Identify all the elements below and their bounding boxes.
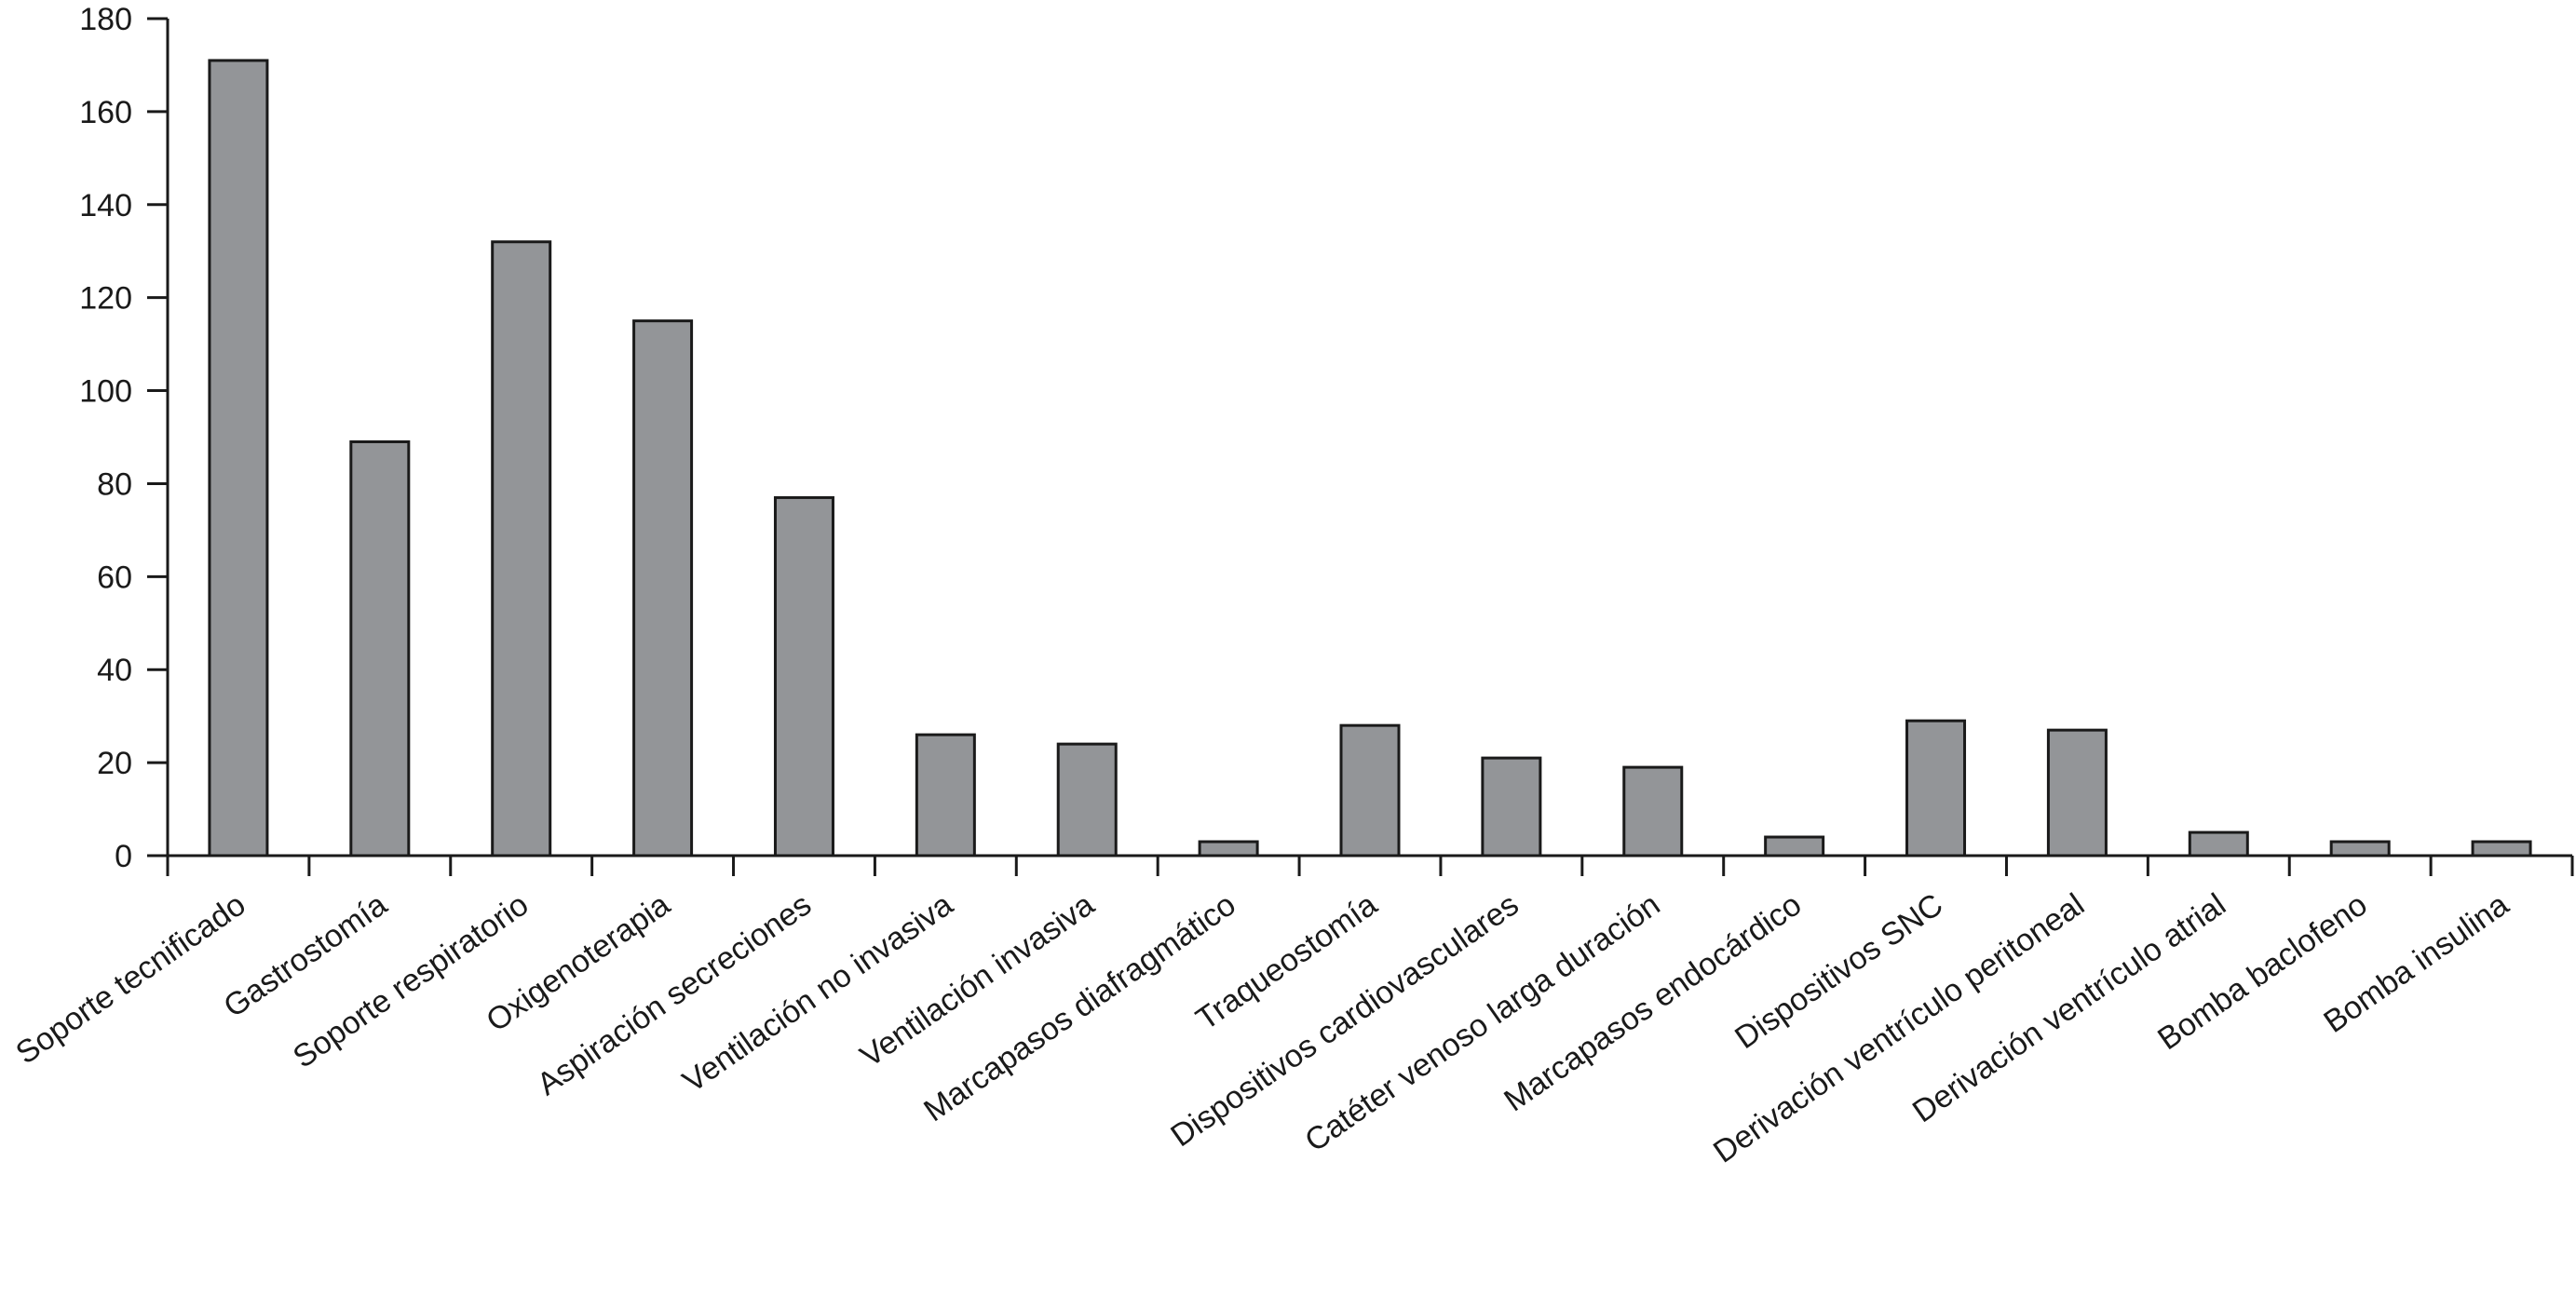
y-tick-label: 20 bbox=[97, 746, 132, 781]
y-tick-label: 100 bbox=[79, 374, 132, 410]
x-category-label: Ventilación no invasiva bbox=[676, 886, 959, 1099]
bar bbox=[1622, 765, 1684, 858]
y-tick-label: 120 bbox=[79, 281, 132, 317]
y-tick-label: 160 bbox=[79, 95, 132, 130]
bar bbox=[2046, 728, 2108, 858]
y-tick-label: 40 bbox=[97, 653, 132, 688]
bars-group bbox=[208, 59, 2532, 858]
y-tick-label: 60 bbox=[97, 560, 132, 595]
y-axis: 0 20 40 60 80 100 120 140 160 180 bbox=[79, 2, 169, 874]
bar bbox=[1056, 742, 1118, 858]
bar bbox=[2188, 831, 2249, 858]
bar bbox=[2329, 840, 2391, 858]
y-tick-label: 180 bbox=[79, 2, 132, 37]
x-category-label: Ventilación invasiva bbox=[854, 886, 1101, 1074]
bar bbox=[491, 240, 552, 858]
bar bbox=[1339, 723, 1401, 858]
x-category-label: Soporte tecnificado bbox=[9, 886, 251, 1071]
bar bbox=[349, 439, 411, 858]
x-category-label: Aspiración secreciones bbox=[531, 886, 818, 1102]
y-tick-label: 140 bbox=[79, 188, 132, 223]
bar bbox=[208, 59, 269, 858]
bar bbox=[2471, 840, 2532, 858]
bar bbox=[915, 733, 976, 858]
bar bbox=[632, 319, 694, 858]
bar bbox=[1198, 840, 1259, 858]
bar bbox=[1764, 835, 1825, 858]
y-tick-label: 80 bbox=[97, 466, 132, 502]
bar bbox=[1905, 719, 1967, 858]
bar bbox=[1481, 756, 1542, 858]
x-category-label: Soporte respiratorio bbox=[287, 886, 535, 1074]
bar bbox=[773, 495, 834, 858]
y-tick-label: 0 bbox=[115, 839, 132, 874]
